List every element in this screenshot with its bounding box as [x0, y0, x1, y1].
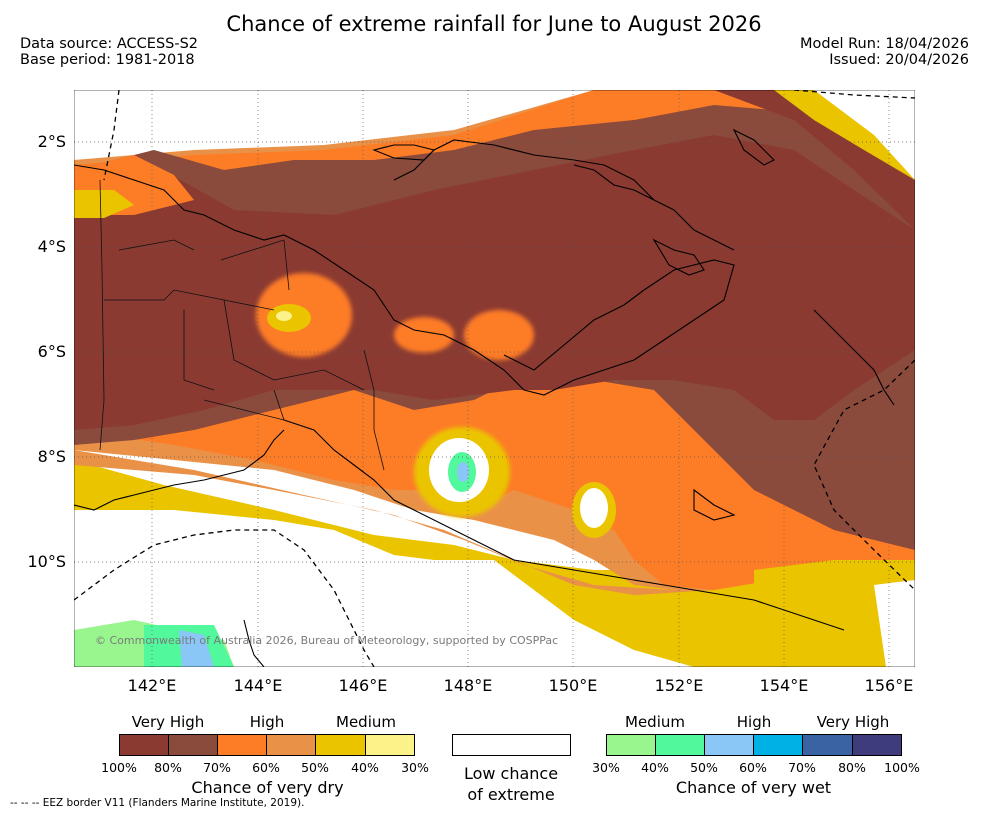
field-wet-blue: [179, 630, 214, 667]
issued-date: Issued: 20/04/2026: [829, 52, 969, 68]
legend-wet-caption: Chance of very wet: [675, 778, 832, 797]
lon-label-148e: 148°E: [443, 676, 493, 695]
province-borders: [99, 179, 385, 471]
legend-dry-pct-40: 40%: [351, 760, 379, 775]
legend-wet-swatch-70-80: [802, 734, 853, 756]
legend-wet-swatch-30-40: [606, 734, 656, 756]
legend-dry-swatch-40-30: [365, 734, 415, 756]
field-white-se: [874, 580, 915, 667]
graticule: [74, 90, 915, 667]
lat-label-2s: 2°S: [37, 132, 66, 151]
copyright-note: © Commonwealth of Australia 2026, Bureau…: [95, 634, 559, 647]
legend-wet-level-high: High: [736, 713, 772, 731]
coastlines: [74, 128, 895, 667]
legend-wet-pct-30: 30%: [592, 760, 620, 775]
legend-wet-pct-60: 60%: [739, 760, 767, 775]
legend-low-swatch: [452, 734, 571, 756]
model-run: Model Run: 18/04/2026: [799, 36, 969, 52]
legend-dry-swatch-100-80: [119, 734, 169, 756]
base-period: Base period: 1981-2018: [20, 52, 195, 68]
lon-label-154e: 154°E: [759, 676, 809, 695]
field-white-150: [580, 488, 608, 528]
legend-wet-level-very-high: Very High: [816, 713, 890, 731]
legend-wet-pct-40: 40%: [641, 760, 669, 775]
lat-label-6s: 6°S: [37, 342, 66, 361]
field-white-south: [74, 510, 694, 667]
legend-wet-pct-100: 100%: [884, 760, 920, 775]
data-source: Data source: ACCESS-S2: [20, 36, 199, 52]
field-orange-light-south: [74, 450, 915, 595]
legend-dry-swatch-80-70: [168, 734, 218, 756]
legend-dry-pct-100: 100%: [101, 760, 137, 775]
meta-right: Model Run: 18/04/2026 Issued: 20/04/2026: [800, 36, 969, 68]
legend-low-line2: of extreme: [467, 785, 555, 804]
legend-dry-level-medium: Medium: [336, 713, 396, 731]
legend-dry-swatch-50-40: [315, 734, 366, 756]
field-brown-dark: [74, 135, 915, 430]
map-title: Chance of extreme rainfall for June to A…: [226, 12, 762, 36]
lat-label-10s: 10°S: [27, 552, 66, 571]
field-white-blob-144: [276, 311, 292, 321]
legend-dry-level-high: High: [249, 713, 285, 731]
field-blue-148: [457, 462, 469, 482]
legend-dry-swatch-60-50: [266, 734, 316, 756]
lat-label-4s: 4°S: [37, 237, 66, 256]
legend-dry-pct-70: 70%: [203, 760, 231, 775]
lon-label-146e: 146°E: [338, 676, 388, 695]
lon-label-156e: 156°E: [864, 676, 914, 695]
lat-label-8s: 8°S: [37, 447, 66, 466]
field-yellow-west: [74, 190, 134, 218]
field-orange-blob-149: [464, 310, 534, 360]
eez-footnote: -- -- -- EEZ border V11 (Flanders Marine…: [10, 797, 305, 809]
meta-left: Data source: ACCESS-S2 Base period: 1981…: [20, 36, 198, 68]
field-orange-blob-147: [394, 317, 454, 353]
legend-low-line1: Low chance: [463, 764, 559, 783]
legend-dry-caption: Chance of very dry: [191, 778, 344, 797]
legend-wet-swatch-50-60: [704, 734, 754, 756]
lon-label-142e: 142°E: [127, 676, 177, 695]
legend-wet-pct-80: 80%: [838, 760, 866, 775]
legend-wet-swatch-60-70: [753, 734, 803, 756]
field-white-ne: [814, 90, 915, 180]
legend-dry-pct-60: 60%: [252, 760, 280, 775]
legend-wet-swatch-80-100: [852, 734, 902, 756]
lon-label-152e: 152°E: [654, 676, 704, 695]
legend-wet-level-medium: Medium: [625, 713, 685, 731]
legend-dry-swatch-70-60: [217, 734, 267, 756]
lon-label-144e: 144°E: [233, 676, 283, 695]
probability-fields: [74, 90, 915, 667]
legend-wet-pct-70: 70%: [788, 760, 816, 775]
rainfall-map: [74, 90, 915, 667]
legend-dry-pct-50: 50%: [301, 760, 329, 775]
legend-wet-swatch-40-50: [655, 734, 705, 756]
legend-wet-pct-50: 50%: [690, 760, 718, 775]
legend-dry-level-very-high: Very High: [131, 713, 205, 731]
lon-label-150e: 150°E: [548, 676, 598, 695]
eez-borders: [74, 90, 915, 667]
legend-dry-pct-30: 30%: [401, 760, 429, 775]
legend-dry-pct-80: 80%: [154, 760, 182, 775]
